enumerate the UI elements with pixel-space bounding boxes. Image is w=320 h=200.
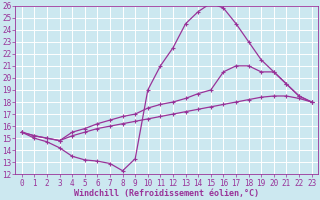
X-axis label: Windchill (Refroidissement éolien,°C): Windchill (Refroidissement éolien,°C) [74,189,259,198]
